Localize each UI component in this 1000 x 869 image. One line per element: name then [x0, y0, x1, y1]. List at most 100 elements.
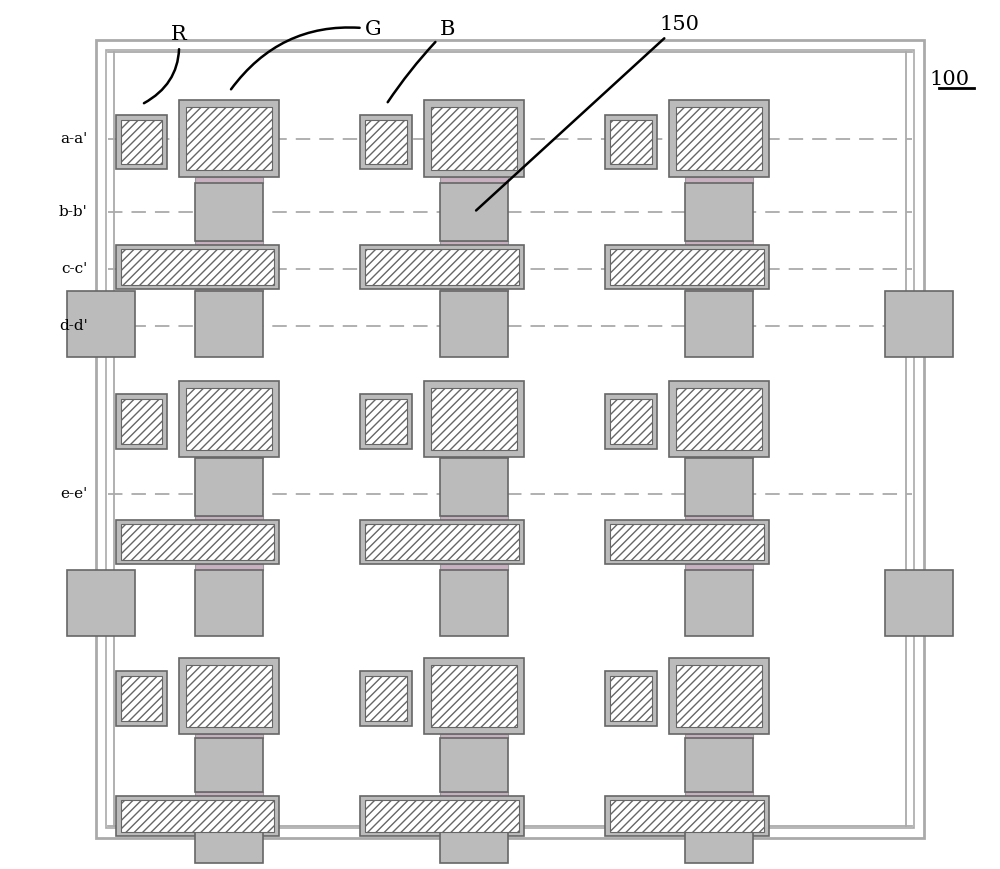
Text: c-c': c-c' — [61, 262, 88, 276]
Bar — [424, 100, 524, 177]
Bar — [440, 289, 508, 291]
Bar — [440, 733, 508, 738]
Bar — [195, 564, 263, 570]
Bar — [440, 291, 508, 357]
Bar — [605, 796, 769, 836]
Bar — [431, 665, 517, 726]
Bar — [121, 800, 274, 833]
Bar — [440, 808, 508, 863]
Text: b-b': b-b' — [59, 205, 88, 219]
Bar — [431, 107, 517, 170]
Bar — [116, 796, 279, 836]
Bar — [440, 458, 508, 516]
Bar — [195, 808, 263, 863]
Bar — [116, 520, 279, 564]
Bar — [365, 675, 407, 720]
Bar — [186, 388, 272, 450]
Bar — [360, 394, 412, 449]
Bar — [116, 394, 167, 449]
Bar — [685, 289, 753, 291]
Bar — [121, 675, 162, 720]
Bar — [605, 245, 769, 289]
Bar — [685, 564, 753, 570]
Bar — [669, 381, 769, 457]
Bar — [186, 107, 272, 170]
Bar — [440, 738, 508, 793]
Bar — [669, 658, 769, 733]
Text: e-e': e-e' — [60, 487, 88, 501]
Bar — [195, 457, 263, 458]
Bar — [685, 516, 753, 520]
Bar — [365, 120, 407, 164]
Bar — [195, 289, 263, 291]
Bar — [365, 524, 519, 560]
Text: B: B — [388, 20, 455, 103]
Bar — [685, 457, 753, 458]
Bar — [67, 291, 135, 357]
Bar — [685, 183, 753, 242]
Bar — [195, 738, 263, 793]
Bar — [424, 658, 524, 733]
Bar — [685, 570, 753, 636]
Bar — [116, 671, 167, 726]
Bar — [610, 675, 652, 720]
Bar — [121, 399, 162, 444]
Bar — [116, 115, 167, 169]
Bar — [121, 249, 274, 285]
Bar — [360, 796, 524, 836]
Bar — [195, 793, 263, 796]
Bar — [360, 245, 524, 289]
Bar — [885, 291, 953, 357]
Bar — [685, 808, 753, 863]
Text: R: R — [144, 24, 186, 103]
Bar — [610, 399, 652, 444]
Bar — [360, 671, 412, 726]
Bar — [669, 100, 769, 177]
Bar — [440, 177, 508, 183]
Text: G: G — [231, 20, 382, 90]
Bar — [440, 570, 508, 636]
Bar — [685, 291, 753, 357]
Bar — [179, 658, 279, 733]
Bar — [440, 242, 508, 245]
Bar — [440, 793, 508, 796]
Bar — [605, 394, 657, 449]
Bar — [67, 570, 135, 636]
Bar — [195, 458, 263, 516]
Bar — [685, 738, 753, 793]
Bar — [195, 177, 263, 183]
Bar — [885, 570, 953, 636]
Text: d-d': d-d' — [59, 319, 88, 333]
Bar — [440, 564, 508, 570]
Bar — [365, 249, 519, 285]
Bar — [685, 733, 753, 738]
Bar — [195, 183, 263, 242]
Text: 100: 100 — [929, 70, 969, 89]
Text: a-a': a-a' — [60, 132, 88, 147]
Bar — [676, 388, 762, 450]
Bar — [179, 100, 279, 177]
Bar — [605, 115, 657, 169]
Bar — [685, 793, 753, 796]
Bar — [685, 242, 753, 245]
Bar — [605, 671, 657, 726]
Bar — [610, 524, 764, 560]
Bar — [195, 733, 263, 738]
Bar — [610, 800, 764, 833]
Bar — [195, 570, 263, 636]
Bar — [360, 115, 412, 169]
Bar — [431, 388, 517, 450]
Bar — [106, 50, 914, 828]
Bar — [195, 242, 263, 245]
Bar — [440, 457, 508, 458]
Bar — [121, 524, 274, 560]
Bar — [440, 183, 508, 242]
Bar — [186, 665, 272, 726]
Bar — [676, 107, 762, 170]
Bar — [96, 40, 924, 839]
Bar — [121, 120, 162, 164]
Bar — [610, 120, 652, 164]
Bar — [116, 245, 279, 289]
Bar — [179, 381, 279, 457]
Bar — [365, 800, 519, 833]
